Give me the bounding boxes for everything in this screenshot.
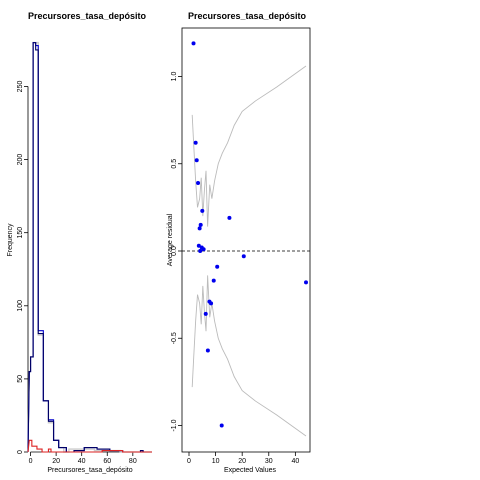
histogram-title: Precursores_tasa_depósito [28,11,147,21]
histogram-y-label: Frequency [7,223,14,257]
residual-y-tick-label: -0.5 [171,332,178,344]
residual-x-tick-label: 10 [212,458,220,465]
histogram-x-tick-label: 0 [29,458,33,465]
residual-point [219,423,224,428]
histogram-y-tick-label: 0 [17,450,24,454]
residual-point [197,226,202,231]
histogram-y-tick-label: 50 [17,375,24,383]
residual-point [201,247,206,252]
residual-point [205,348,210,353]
histogram-x-tick-label: 40 [78,458,86,465]
residual-point [196,180,201,185]
residual-x-tick-label: 30 [265,458,273,465]
residual-lower-band [191,275,307,437]
histogram-panel: Precursores_tasa_depósito Frequency Prec… [7,11,152,474]
residual-point [198,222,203,227]
residual-x-label: Expected Values [224,467,277,474]
residual-point [203,311,208,316]
histogram-y-tick-label: 150 [17,227,24,239]
residual-y-tick-label: 1.0 [171,72,178,82]
residual-y-tick-label: 0.0 [171,246,178,256]
histogram-x-label: Precursores_tasa_depósito [47,467,132,474]
residual-point [215,264,220,269]
histogram-series-2 [27,42,152,453]
residual-bands [191,65,307,437]
residual-upper-band [191,65,307,227]
residual-x-tick-label: 0 [187,458,191,465]
residual-x-tick-label: 40 [291,458,299,465]
residual-points [191,41,308,428]
histogram-y-tick-label: 100 [17,300,24,312]
residual-plot-frame [181,27,311,453]
histogram-x-tick-label: 20 [52,458,60,465]
residual-y-label: Average residual [167,213,174,266]
residual-y-tick-label: 0.5 [171,159,178,169]
residual-point [209,301,214,306]
histogram-series-4 [27,439,152,453]
residual-title: Precursores_tasa_depósito [188,11,307,21]
residual-x-tick-label: 20 [238,458,246,465]
residual-point [198,249,203,253]
residual-panel: Precursores_tasa_depósito Average residu… [167,11,311,474]
histogram-x-tick-label: 60 [103,458,111,465]
residual-point [227,215,232,220]
residual-axes: 0 10 20 30 40 -1.0 -0.5 0.0 0.5 1.0 [171,72,310,465]
residual-point [194,158,199,163]
residual-y-tick-label: -1.0 [171,419,178,431]
residual-point [191,41,196,46]
residual-point [193,140,198,145]
residual-point [200,208,205,213]
residual-point [196,243,201,248]
histogram-x-tick-label: 80 [129,458,137,465]
residual-point [304,280,308,285]
residual-point [241,254,246,259]
histogram-y-tick-label: 250 [17,81,24,93]
histogram-series-1 [27,41,152,453]
histogram-series-3 [27,42,152,453]
residual-point [211,278,216,283]
histogram-axes: 0 50 100 150 200 250 0 20 40 60 80 [17,81,137,465]
histogram-y-tick-label: 200 [17,154,24,166]
histogram-series [27,41,152,453]
